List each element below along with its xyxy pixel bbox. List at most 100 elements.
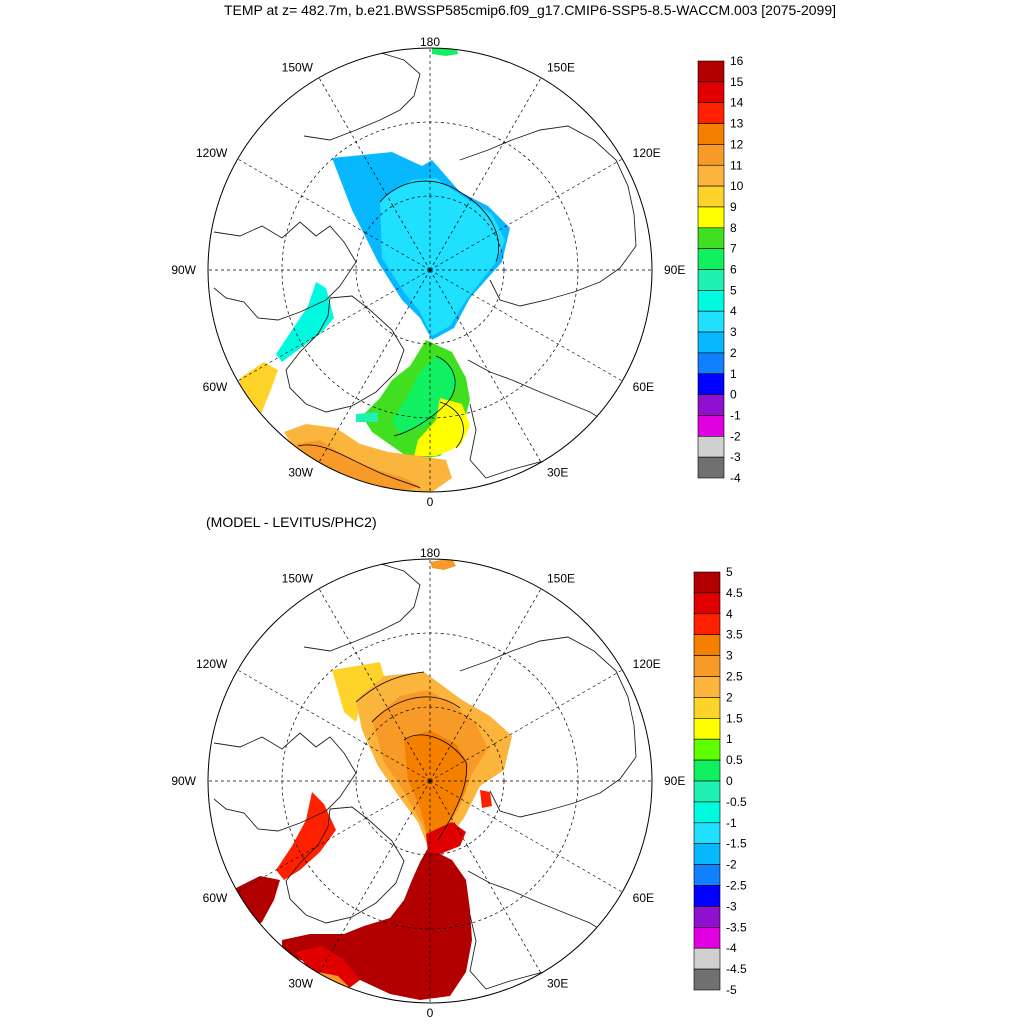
top-lon-label-11: 150W: [282, 60, 314, 74]
bottom-colorbar-label-13: -1.5: [726, 837, 747, 851]
bottom-colorbar-label-14: -2: [726, 858, 737, 872]
bottom-colorbar-box-4: [693, 655, 721, 677]
bottom-lon-label-10: 120W: [196, 657, 228, 671]
top-colorbar-box-5: [697, 164, 725, 187]
top-colorbar-label-16: 0: [730, 388, 737, 402]
top-lon-label-6: 0: [427, 495, 434, 509]
bottom-meridian-inner-1: [429, 716, 468, 782]
bottom-colorbar-box-15: [693, 885, 721, 907]
bottom-field-basin-yellow: [332, 662, 384, 722]
top-colorbar-box-6: [697, 185, 725, 208]
top-meridian-1: [466, 77, 542, 207]
bottom-field-atlantic-gradient: [296, 946, 360, 992]
bottom-meridian-inner-5: [429, 780, 468, 846]
top-meridian-inner-10: [365, 232, 431, 271]
bottom-colorbar-label-20: -5: [726, 983, 737, 997]
top-colorbar-box-19: [697, 456, 725, 479]
bottom-lon-label-7: 30W: [288, 977, 313, 991]
top-lon-label-1: 150E: [547, 60, 575, 74]
bottom-colorbar-label-0: 5: [726, 565, 733, 579]
bottom-meridian-8: [237, 817, 367, 893]
bottom-lon-label-5: 30E: [547, 977, 568, 991]
bottom-colorbar-box-17: [693, 926, 721, 949]
bottom-colorbar: 5 4.5 4 3.5 3 2.5 2 1.5 1 0.5 0 -0.5 -1 -1.5 -2 -2.5 -3 -…: [693, 565, 747, 997]
bottom-colorbar-box-14: [693, 864, 721, 886]
bottom-field-basin-core: [404, 730, 468, 840]
top-meridian-10: [237, 158, 367, 234]
top-field-basin-inner: [380, 178, 505, 336]
top-colorbar-label-3: 13: [730, 117, 744, 131]
bottom-meridian-2: [493, 669, 623, 745]
bottom-lon-label-0: 180: [420, 546, 440, 560]
top-meridian-2: [493, 158, 623, 234]
top-colorbar-box-17: [697, 415, 725, 437]
top-map: 180 150E 120E 90E 60E 30E 0 30W 60W 90W 120W 150W: [171, 35, 685, 509]
bottom-colorbar-box-13: [693, 843, 721, 865]
top-colorbar-box-1: [697, 81, 725, 103]
bottom-meridian-inner-10: [365, 743, 431, 782]
bottom-meridian-11: [318, 588, 394, 718]
top-meridian-8: [237, 306, 367, 382]
top-lon-label-8: 60W: [203, 380, 228, 394]
top-colorbar-label-19: -3: [730, 450, 741, 464]
top-colorbar-label-17: -1: [730, 408, 741, 422]
bottom-colorbar-box-1: [693, 592, 721, 615]
top-lon-label-9: 90W: [171, 263, 196, 277]
top-meridian-inner-2: [429, 232, 495, 271]
bottom-field-baffin: [276, 792, 336, 880]
top-colorbar-box-12: [697, 310, 725, 333]
top-colorbar-box-16: [697, 394, 725, 416]
bottom-meridian-10: [237, 669, 367, 745]
bottom-meridian-inner-7: [392, 780, 431, 846]
top-lon-label-2: 120E: [633, 146, 661, 160]
top-colorbar-box-13: [697, 331, 725, 354]
figure-title: TEMP at z= 482.7m, b.e21.BWSSP585cmip6.f…: [223, 2, 837, 18]
bottom-colorbar-label-17: -3.5: [726, 920, 747, 934]
top-meridian-inner-11: [392, 205, 431, 271]
bottom-colorbar-label-7: 1.5: [726, 711, 743, 725]
bottom-colorbar-box-6: [693, 697, 721, 719]
top-colorbar-box-9: [697, 248, 725, 270]
bottom-colorbar-label-8: 1: [726, 732, 733, 746]
top-lon-label-3: 90E: [664, 263, 685, 277]
top-coastline-greenland: [285, 295, 405, 413]
bottom-lon-label-1: 150E: [547, 571, 575, 585]
bottom-colorbar-label-5: 2.5: [726, 670, 743, 684]
top-meridian-11: [318, 77, 394, 207]
top-meridians: [208, 48, 652, 492]
top-lon-label-0: 180: [420, 35, 440, 49]
top-colorbar-label-9: 7: [730, 242, 737, 256]
top-colorbar-label-20: -4: [730, 471, 741, 485]
bottom-coastline-greenland: [285, 806, 405, 924]
top-colorbar-label-13: 3: [730, 325, 737, 339]
top-colorbar-label-0: 16: [730, 54, 744, 68]
bottom-meridian-inner-2: [429, 743, 495, 782]
top-colorbar-box-4: [697, 144, 725, 166]
bottom-colorbar-label-15: -2.5: [726, 879, 747, 893]
bottom-colorbar-label-4: 3: [726, 649, 733, 663]
bottom-colorbar-box-8: [693, 738, 721, 761]
top-meridian-inner-7: [392, 269, 431, 335]
bottom-colorbar-label-12: -1: [726, 816, 737, 830]
bottom-coastline-siberia: [459, 636, 637, 818]
top-contour-4: [297, 444, 421, 489]
bottom-colorbar-box-7: [693, 717, 721, 740]
top-meridian-4: [493, 306, 623, 382]
top-colorbar-box-8: [697, 227, 725, 249]
top-colorbar-box-2: [697, 102, 725, 124]
bottom-meridian-inner-4: [429, 780, 495, 819]
top-field-atlantic-dark: [296, 440, 420, 492]
bottom-colorbar-label-2: 4: [726, 607, 733, 621]
top-colorbar-box-7: [697, 206, 725, 229]
top-colorbar-label-5: 11: [730, 158, 743, 172]
bottom-colorbar-box-5: [693, 676, 721, 698]
bottom-meridians: [208, 559, 652, 1003]
bottom-colorbar-box-10: [693, 780, 721, 803]
top-contour-3: [439, 401, 464, 449]
top-colorbar-label-18: -2: [730, 429, 741, 443]
bottom-colorbar-box-2: [693, 613, 721, 635]
bottom-colorbar-box-18: [693, 947, 721, 970]
bottom-colorbar-label-10: 0: [726, 774, 733, 788]
bottom-colorbar-box-16: [693, 906, 721, 928]
